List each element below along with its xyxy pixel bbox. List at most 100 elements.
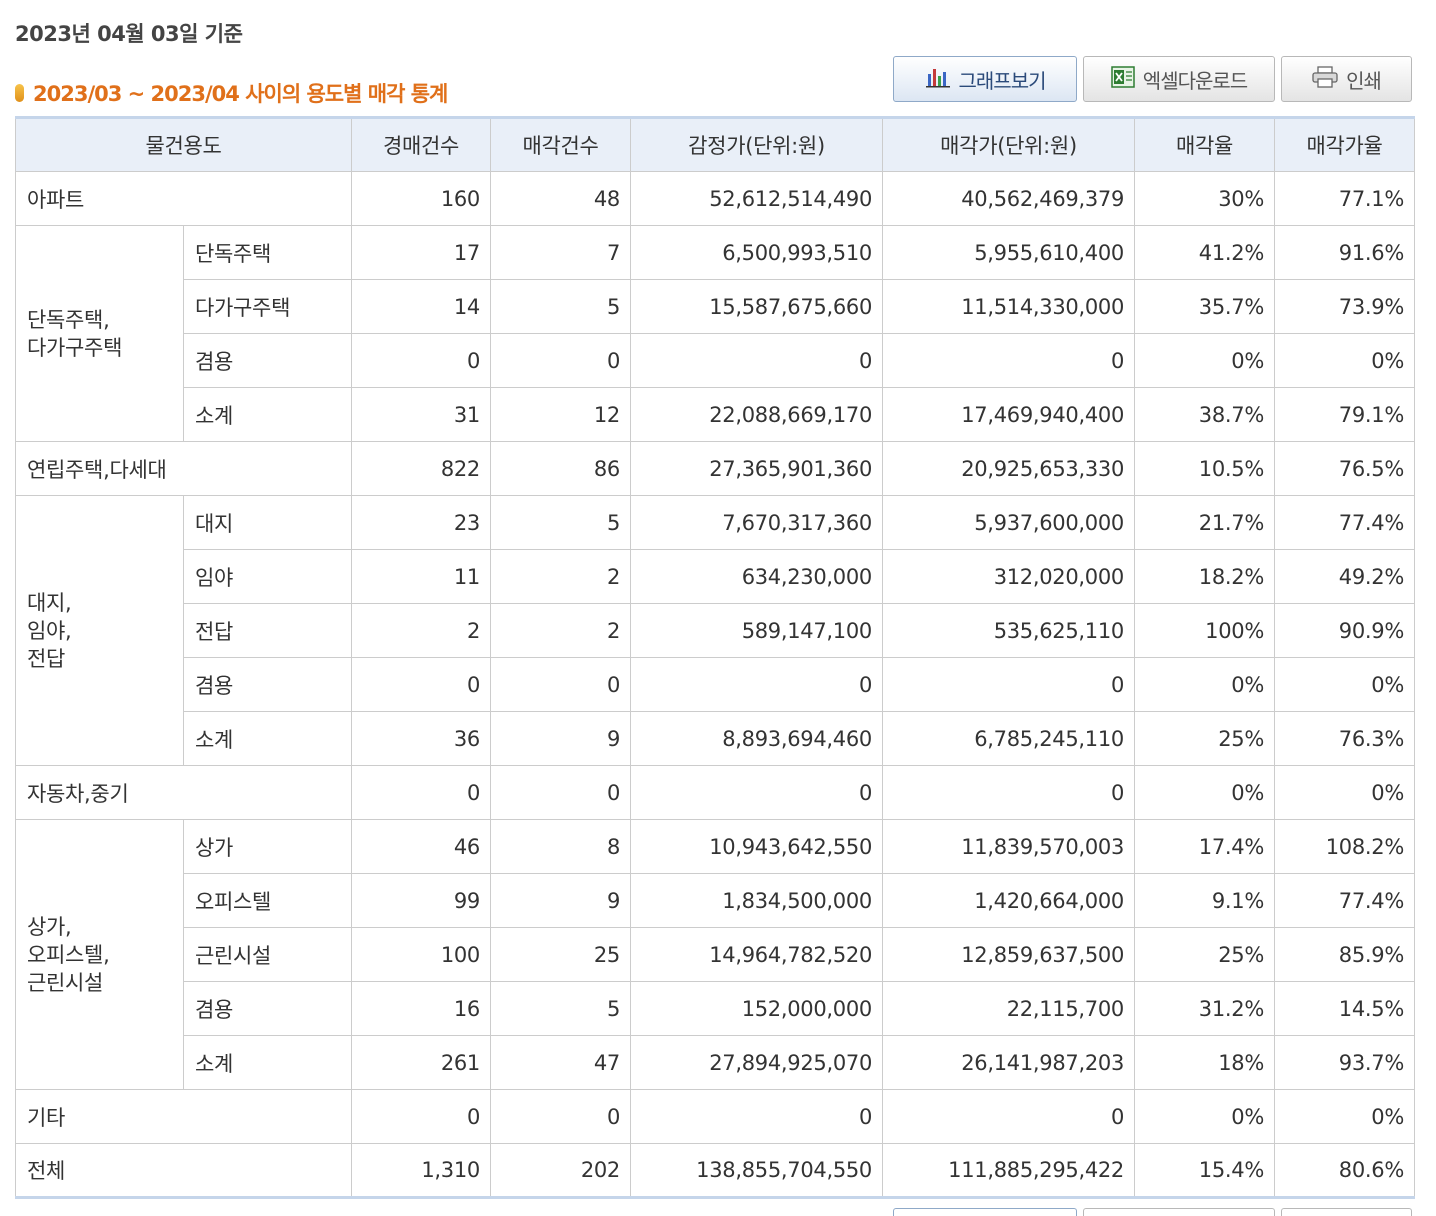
table-cell: 0 xyxy=(351,657,491,712)
table-cell: 25% xyxy=(1134,927,1275,982)
table-cell: 10.5% xyxy=(1134,441,1275,496)
graph-view-button-bottom[interactable] xyxy=(893,1208,1077,1216)
table-cell: 12 xyxy=(490,387,631,442)
table-cell: 35.7% xyxy=(1134,279,1275,334)
table-cell: 7,670,317,360 xyxy=(630,495,883,550)
table-row: 자동차,중기 0 0 0 0 0% 0% xyxy=(15,765,1415,820)
table-cell: 18% xyxy=(1134,1035,1275,1090)
table-cell: 41.2% xyxy=(1134,225,1275,280)
table-cell: 9.1% xyxy=(1134,873,1275,928)
table-cell: 0 xyxy=(490,1089,631,1144)
table-cell: 0 xyxy=(630,657,883,712)
table-row: 겸용 16 5 152,000,000 22,115,700 31.2% 14.5% xyxy=(16,981,1415,1036)
table-cell: 6,785,245,110 xyxy=(882,711,1135,766)
table-cell: 6,500,993,510 xyxy=(630,225,883,280)
table-cell: 26,141,987,203 xyxy=(882,1035,1135,1090)
table-cell: 21.7% xyxy=(1134,495,1275,550)
table-cell: 0% xyxy=(1274,1089,1415,1144)
table-cell: 0 xyxy=(351,1089,491,1144)
table-cell: 23 xyxy=(351,495,491,550)
subrow-label: 대지 xyxy=(183,495,352,550)
toolbar: 그래프보기 엑셀다운로드 인쇄 xyxy=(893,56,1412,102)
table-row: 소계 261 47 27,894,925,070 26,141,987,203 18% 93… xyxy=(16,1035,1415,1090)
print-button[interactable]: 인쇄 xyxy=(1281,56,1412,102)
table-cell: 0 xyxy=(882,765,1135,820)
stats-table: 물건용도 경매건수 매각건수 감정가(단위:원) 매각가(단위:원) 매각율 매… xyxy=(15,116,1415,1199)
subrow-label: 근린시설 xyxy=(183,927,352,982)
table-cell: 8 xyxy=(490,819,631,874)
table-cell: 822 xyxy=(351,441,491,496)
table-cell: 18.2% xyxy=(1134,549,1275,604)
table-cell: 22,088,669,170 xyxy=(630,387,883,442)
table-cell: 5 xyxy=(490,981,631,1036)
table-cell: 10,943,642,550 xyxy=(630,819,883,874)
table-cell: 77.4% xyxy=(1274,873,1415,928)
table-cell: 22,115,700 xyxy=(882,981,1135,1036)
table-cell: 111,885,295,422 xyxy=(882,1143,1135,1198)
table-cell: 0 xyxy=(630,333,883,388)
table-cell: 0% xyxy=(1274,765,1415,820)
subrow-label: 임야 xyxy=(183,549,352,604)
table-cell: 15,587,675,660 xyxy=(630,279,883,334)
table-row: 소계 36 9 8,893,694,460 6,785,245,110 25% 76.3% xyxy=(16,711,1415,766)
excel-download-button-bottom[interactable] xyxy=(1083,1208,1275,1216)
table-cell: 0 xyxy=(490,657,631,712)
table-row: 다가구주택 14 5 15,587,675,660 11,514,330,000 35.7… xyxy=(16,279,1415,334)
col-header: 매각가(단위:원) xyxy=(882,117,1135,172)
table-cell: 8,893,694,460 xyxy=(630,711,883,766)
table-cell: 25 xyxy=(490,927,631,982)
table-cell: 30% xyxy=(1134,171,1275,226)
table-cell: 5,955,610,400 xyxy=(882,225,1135,280)
table-cell: 0 xyxy=(351,765,491,820)
base-date: 2023년 04월 03일 기준 xyxy=(15,22,243,46)
excel-download-label: 엑셀다운로드 xyxy=(1142,68,1248,93)
table-cell: 77.1% xyxy=(1274,171,1415,226)
table-cell: 27,894,925,070 xyxy=(630,1035,883,1090)
excel-icon xyxy=(1111,65,1135,93)
table-cell: 15.4% xyxy=(1134,1143,1275,1198)
table-cell: 73.9% xyxy=(1274,279,1415,334)
table-cell: 36 xyxy=(351,711,491,766)
table-cell: 86 xyxy=(490,441,631,496)
table-cell: 0 xyxy=(882,1089,1135,1144)
graph-view-label: 그래프보기 xyxy=(958,68,1047,93)
table-row: 전답 2 2 589,147,100 535,625,110 100% 90.9% xyxy=(16,603,1415,658)
table-cell: 100% xyxy=(1134,603,1275,658)
table-cell: 11 xyxy=(351,549,491,604)
row-label: 아파트 xyxy=(15,171,352,226)
table-cell: 5 xyxy=(490,495,631,550)
table-cell: 2 xyxy=(490,549,631,604)
graph-view-button[interactable]: 그래프보기 xyxy=(893,56,1077,102)
table-row: 연립주택,다세대 822 86 27,365,901,360 20,925,653,33… xyxy=(15,441,1415,496)
subrow-label: 전답 xyxy=(183,603,352,658)
print-label: 인쇄 xyxy=(1346,68,1382,93)
table-cell: 2 xyxy=(490,603,631,658)
table-row: 대지, 임야, 전답 대지 23 5 7,670,317,360 5,937,600,00… xyxy=(15,495,1415,766)
printer-icon xyxy=(1312,65,1338,93)
table-cell: 48 xyxy=(490,171,631,226)
table-cell: 5 xyxy=(490,279,631,334)
table-cell: 99 xyxy=(351,873,491,928)
table-cell: 261 xyxy=(351,1035,491,1090)
col-header: 물건용도 xyxy=(15,117,352,172)
table-cell: 108.2% xyxy=(1274,819,1415,874)
col-header: 경매건수 xyxy=(351,117,491,172)
table-cell: 38.7% xyxy=(1134,387,1275,442)
table-cell: 76.3% xyxy=(1274,711,1415,766)
table-row: 겸용 0 0 0 0 0% 0% xyxy=(16,333,1415,388)
table-cell: 31.2% xyxy=(1134,981,1275,1036)
table-cell: 100 xyxy=(351,927,491,982)
table-cell: 0 xyxy=(630,765,883,820)
print-button-bottom[interactable] xyxy=(1281,1208,1412,1216)
table-cell: 17 xyxy=(351,225,491,280)
excel-download-button[interactable]: 엑셀다운로드 xyxy=(1083,56,1275,102)
bottom-toolbar-stub xyxy=(893,1208,1418,1216)
table-cell: 5,937,600,000 xyxy=(882,495,1135,550)
table-cell: 202 xyxy=(490,1143,631,1198)
row-label: 전체 xyxy=(15,1143,352,1198)
group-label: 상가, 오피스텔, 근린시설 xyxy=(15,819,184,1090)
table-cell: 14 xyxy=(351,279,491,334)
subrow-label: 겸용 xyxy=(183,333,352,388)
table-cell: 14,964,782,520 xyxy=(630,927,883,982)
table-cell: 40,562,469,379 xyxy=(882,171,1135,226)
